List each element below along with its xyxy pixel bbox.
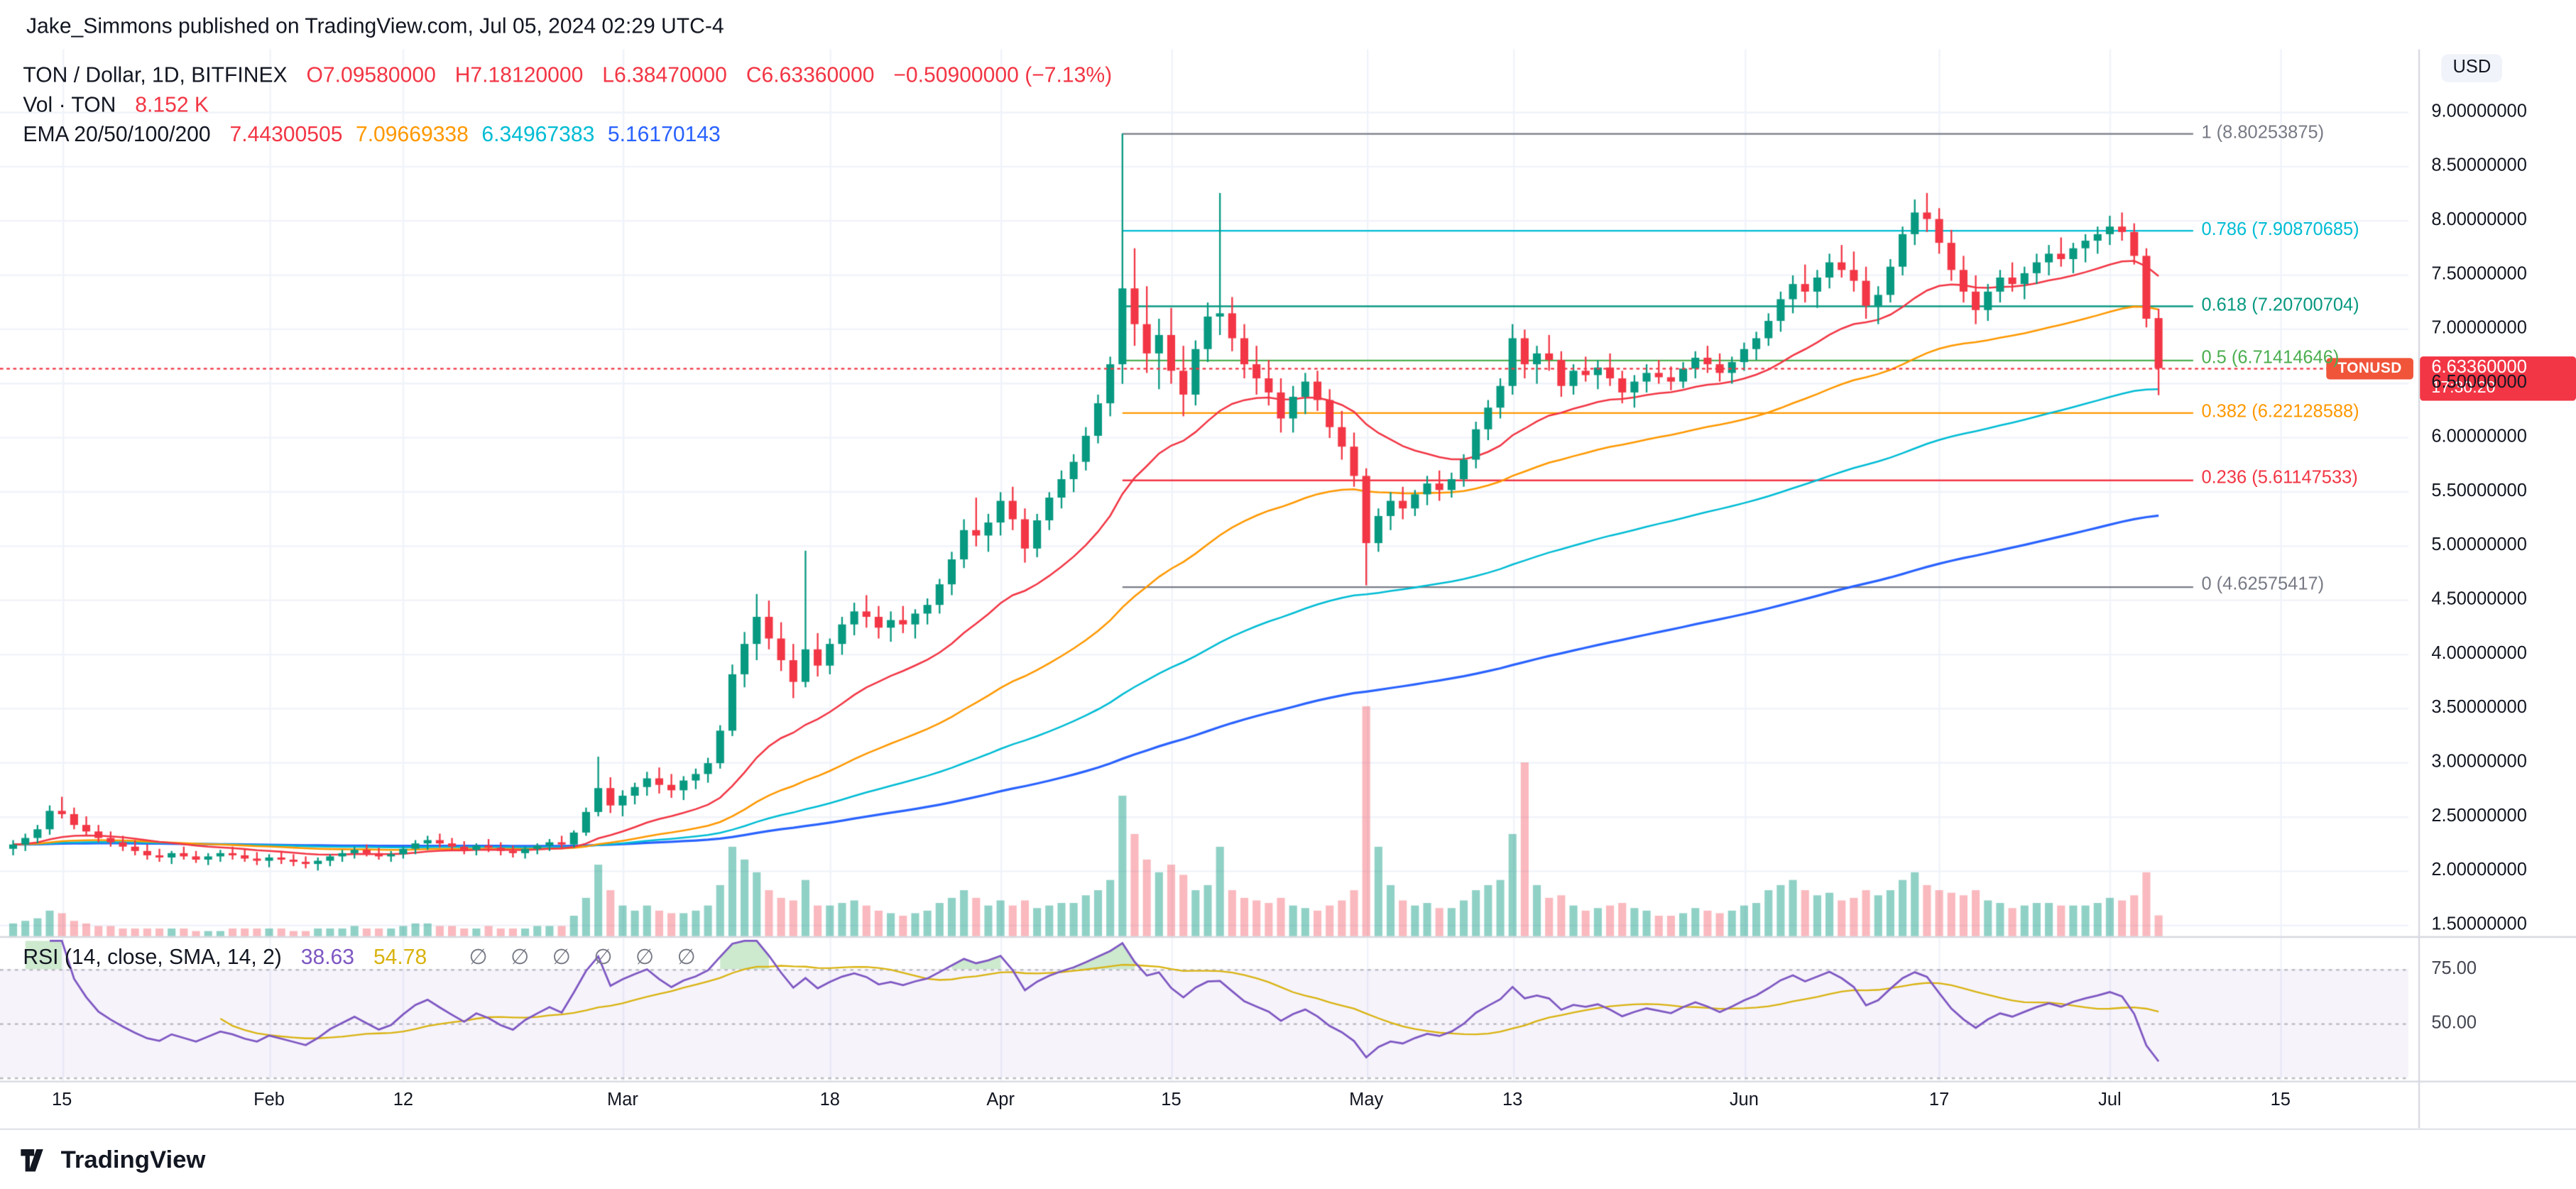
time-axis-label: Feb (253, 1090, 285, 1111)
volume-label: Vol · TON (23, 92, 116, 117)
disabled-input-marker: ∅ (677, 944, 696, 970)
price-axis-label: 5.00000000 (2431, 535, 2527, 554)
price-axis-label: 9.00000000 (2431, 101, 2527, 121)
price-axis-label: 8.50000000 (2431, 155, 2527, 175)
time-axis-label: Jun (1729, 1090, 1759, 1111)
symbol-row: TON / Dollar, 1D, BITFINEX O7.09580000 H… (23, 61, 1125, 91)
time-axis-label: May (1349, 1090, 1384, 1111)
rsi-axis-label: 50.00 (2431, 1012, 2477, 1033)
open-value: O7.09580000 (306, 62, 436, 87)
time-axis-label: 15 (51, 1090, 72, 1111)
disabled-input-marker: ∅ (552, 944, 571, 970)
ema-value-20: 7.44300505 (229, 121, 343, 146)
price-axis-label: 1.50000000 (2431, 914, 2527, 934)
ema-value-100: 6.34967383 (481, 121, 595, 146)
tradingview-logo[interactable]: TradingView (20, 1145, 206, 1174)
fib-level-label: 0.382 (6.22128588) (2201, 402, 2359, 422)
time-axis-label: 18 (819, 1090, 840, 1111)
disabled-input-marker: ∅ (469, 944, 488, 970)
currency-usd-toggle[interactable]: USD (2441, 54, 2503, 82)
time-axis-label: Mar (606, 1090, 638, 1111)
price-axis-label: 3.50000000 (2431, 697, 2527, 717)
fib-level-label: 0.5 (6.71414646) (2201, 349, 2340, 369)
price-axis-label: 7.50000000 (2431, 263, 2527, 284)
price-axis-label: 5.50000000 (2431, 480, 2527, 500)
bar-close-countdown: 17:30:20 (2431, 379, 2496, 398)
rsi-row: RSI (14, close, SMA, 14, 2) 38.63 54.78 … (23, 943, 709, 972)
time-axis-label: 17 (1928, 1090, 1950, 1111)
price-axis-label: 7.00000000 (2431, 317, 2527, 338)
rsi-axis-label: 75.00 (2431, 958, 2477, 978)
rsi-disabled-inputs: ∅ ∅ ∅ ∅ ∅ ∅ (446, 944, 696, 969)
symbol-title: TON / Dollar, 1D, BITFINEX (23, 62, 288, 87)
ema-value-200: 5.16170143 (607, 121, 721, 146)
time-axis-label: 15 (2270, 1090, 2291, 1111)
volume-row: Vol · TON 8.152 K (23, 90, 1125, 120)
price-axis-label: 4.50000000 (2431, 588, 2527, 609)
rsi-legend[interactable]: RSI (14, close, SMA, 14, 2) 38.63 54.78 … (23, 943, 709, 972)
fib-level-label: 0 (4.62575417) (2201, 575, 2325, 596)
rsi-label: RSI (14, close, SMA, 14, 2) (23, 944, 282, 970)
price-axis-label: 6.00000000 (2431, 426, 2527, 446)
symbol-legend[interactable]: TON / Dollar, 1D, BITFINEX O7.09580000 H… (23, 61, 1125, 150)
time-axis-panel[interactable] (0, 1083, 2576, 1129)
rsi-value: 38.63 (300, 944, 355, 970)
price-axis-label: 2.00000000 (2431, 860, 2527, 880)
price-axis-label: 2.50000000 (2431, 805, 2527, 826)
price-axis-label: 3.00000000 (2431, 751, 2527, 772)
time-axis-label: Apr (986, 1090, 1015, 1111)
fib-level-label: 1 (8.80253875) (2201, 122, 2325, 143)
time-axis-label: 15 (1161, 1090, 1181, 1111)
time-axis-label: 12 (393, 1090, 414, 1111)
high-value: H7.18120000 (454, 62, 584, 87)
change-value: −0.50900000 (−7.13%) (893, 62, 1113, 87)
disabled-input-marker: ∅ (594, 944, 613, 970)
attribution-text: Jake_Simmons published on TradingView.co… (26, 13, 724, 38)
last-price-value: 6.63360000 (2431, 358, 2527, 378)
ema-values: 7.44300505 7.09669338 6.34967383 5.16170143 (230, 121, 734, 146)
price-axis-label: 4.00000000 (2431, 642, 2527, 663)
price-axis-label: 6.50000000 (2431, 372, 2527, 392)
ema-label: EMA 20/50/100/200 (23, 121, 211, 146)
bottom-bar: TradingView (0, 1128, 2576, 1189)
ema-value-50: 7.09669338 (355, 121, 469, 146)
fib-level-label: 0.618 (7.20700704) (2201, 295, 2359, 315)
price-axis-label: 8.00000000 (2431, 209, 2527, 229)
time-axis-label: Jul (2098, 1090, 2122, 1111)
symbol-price-tag: TONUSD (2326, 357, 2413, 379)
disabled-input-marker: ∅ (635, 944, 655, 970)
rsi-ma-value: 54.78 (373, 944, 427, 970)
last-price-badge: 6.63360000 17:30:20 (2420, 356, 2576, 401)
fib-level-label: 0.236 (5.61147533) (2201, 468, 2358, 488)
tradingview-logo-icon (21, 1148, 43, 1171)
fib-level-label: 0.786 (7.90870685) (2201, 219, 2359, 239)
disabled-input-marker: ∅ (511, 944, 530, 970)
low-value: L6.38470000 (602, 62, 727, 87)
tradingview-wordmark: TradingView (60, 1145, 206, 1174)
volume-value: 8.152 K (135, 92, 209, 117)
time-axis-label: 13 (1502, 1090, 1523, 1111)
close-value: C6.63360000 (746, 62, 875, 87)
ema-row: EMA 20/50/100/200 7.44300505 7.09669338 6.… (23, 120, 1125, 150)
